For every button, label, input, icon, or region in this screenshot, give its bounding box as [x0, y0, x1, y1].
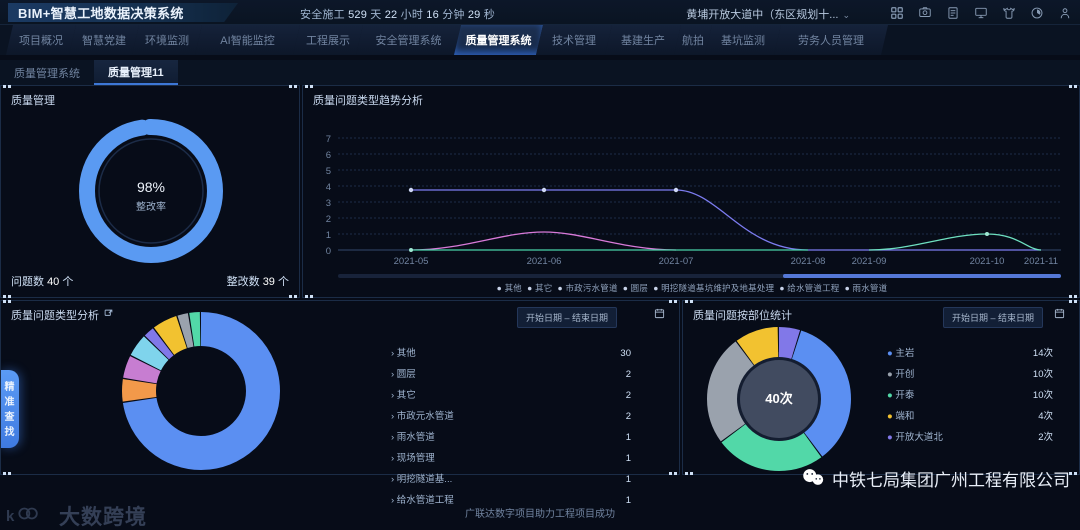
svg-text:2021-06: 2021-06	[527, 256, 562, 267]
svg-text:3: 3	[326, 198, 331, 209]
svg-text:k: k	[6, 508, 15, 525]
svg-text:2021-11: 2021-11	[1024, 256, 1058, 267]
svg-text:40次: 40次	[765, 391, 792, 406]
svg-text:2: 2	[326, 214, 331, 225]
svg-text:5: 5	[326, 166, 331, 177]
svg-text:1: 1	[326, 230, 331, 241]
svg-text:2021-08: 2021-08	[791, 256, 826, 267]
svg-text:2021-09: 2021-09	[852, 256, 887, 267]
svg-text:2021-07: 2021-07	[659, 256, 694, 267]
svg-text:0: 0	[326, 246, 331, 257]
svg-text:4: 4	[326, 182, 331, 193]
svg-text:7: 7	[326, 134, 331, 145]
svg-text:2021-05: 2021-05	[394, 256, 429, 267]
svg-text:6: 6	[326, 150, 331, 161]
svg-text:2021-10: 2021-10	[970, 256, 1005, 267]
